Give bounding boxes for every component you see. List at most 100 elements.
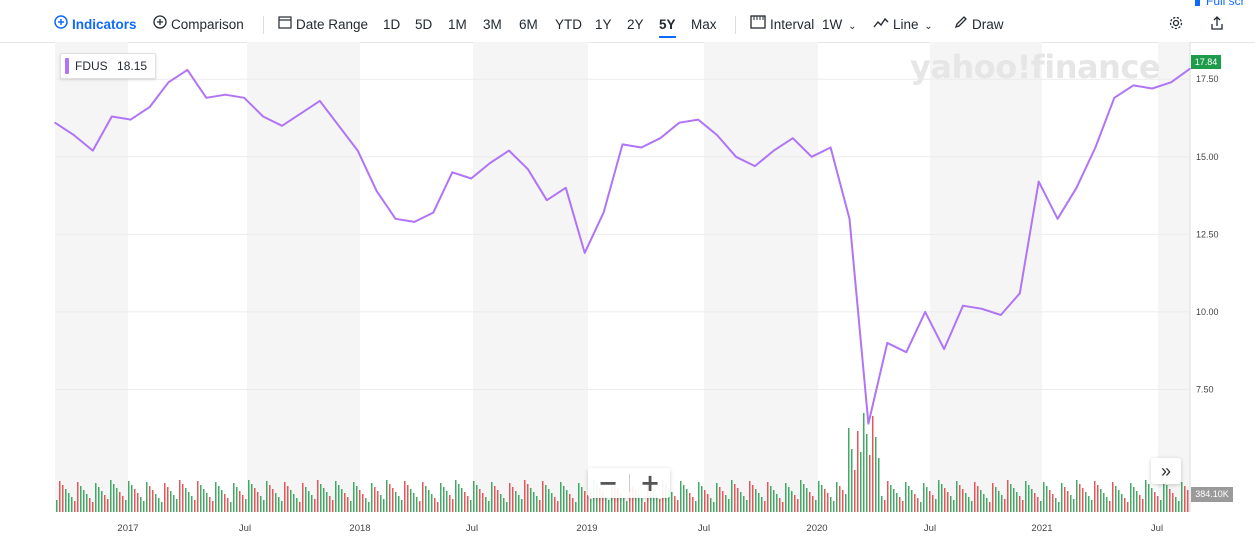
range-1y[interactable]: 1Y — [595, 17, 612, 32]
volume-bar — [263, 500, 265, 512]
range-5d[interactable]: 5D — [415, 17, 433, 32]
expand-range-button[interactable]: » — [1151, 458, 1181, 484]
volume-bar — [803, 484, 805, 512]
volume-bar — [392, 488, 394, 512]
volume-bar — [146, 482, 148, 512]
volume-bar — [815, 500, 817, 512]
volume-bar — [326, 492, 328, 512]
volume-bar — [578, 483, 580, 512]
volume-bar — [404, 481, 406, 512]
volume-bar — [1034, 493, 1036, 512]
volume-bar — [1076, 480, 1078, 512]
volume-bar — [584, 491, 586, 512]
price-point — [1151, 87, 1153, 90]
volume-bar — [1172, 493, 1174, 512]
volume-bar — [518, 495, 520, 512]
price-point — [583, 252, 586, 254]
zoom-out-button[interactable]: − — [588, 468, 628, 498]
volume-bar — [275, 493, 277, 512]
volume-bar — [1100, 489, 1102, 512]
volume-bar — [92, 502, 94, 512]
range-5y[interactable]: 5Y — [659, 14, 676, 38]
volume-bar — [737, 488, 739, 512]
volume-bar — [947, 492, 949, 512]
price-point — [546, 199, 548, 201]
volume-bar — [896, 493, 898, 512]
price-point — [1019, 292, 1021, 295]
zoom-in-button[interactable]: + — [630, 468, 670, 498]
price-point — [792, 137, 794, 139]
volume-bar — [800, 480, 802, 512]
volume-bar — [1004, 499, 1006, 512]
price-point — [565, 187, 567, 189]
volume-bar — [536, 496, 538, 512]
volume-bar — [350, 501, 352, 512]
comparison-button[interactable]: Comparison — [153, 14, 244, 36]
volume-bar — [173, 495, 175, 512]
volume-bar — [1007, 480, 1009, 512]
volume-bar — [383, 499, 385, 512]
volume-bar — [926, 487, 928, 512]
price-point — [413, 221, 416, 223]
volume-bar — [977, 486, 979, 512]
volume-bar — [308, 491, 310, 512]
chart-type-dropdown[interactable]: Line ⌄ — [873, 14, 933, 38]
volume-bar — [164, 483, 166, 512]
range-6m[interactable]: 6M — [519, 17, 538, 32]
volume-bar — [941, 484, 943, 512]
volume-bar — [101, 491, 103, 512]
range-ytd[interactable]: YTD — [555, 17, 582, 32]
date-range-label: Date Range — [296, 17, 369, 32]
share-button[interactable] — [1209, 15, 1225, 36]
volume-bar — [710, 498, 712, 512]
volume-bar — [488, 501, 490, 512]
volume-bar — [197, 481, 199, 512]
indicators-button[interactable]: Indicators — [54, 14, 137, 36]
volume-bar — [314, 499, 316, 512]
price-point — [697, 118, 699, 121]
draw-button[interactable]: Draw — [954, 14, 1004, 36]
range-1m[interactable]: 1M — [448, 17, 467, 32]
volume-bar — [974, 482, 976, 512]
volume-bar — [938, 480, 940, 512]
price-point — [1170, 81, 1172, 84]
price-chart[interactable]: 17.50 15.00 12.50 10.00 7.50 2017 Jul 2018 Jul 20… — [0, 42, 1255, 544]
legend-chip[interactable]: FDUS 18.15 — [60, 53, 157, 79]
x-tick-label: Jul — [239, 523, 251, 534]
volume-bar — [1169, 489, 1171, 512]
volume-bar — [1178, 501, 1180, 512]
volume-bar — [872, 416, 874, 512]
date-range-button[interactable]: Date Range — [278, 14, 368, 36]
volume-bar — [1058, 502, 1060, 512]
full-screen-icon — [1195, 0, 1200, 6]
volume-bar — [911, 490, 913, 512]
interval-dropdown[interactable]: Interval 1W ⌄ — [750, 14, 856, 38]
volume-bar — [1043, 482, 1045, 512]
volume-bar — [1025, 481, 1027, 512]
full-screen-link[interactable]: Full scr — [1195, 0, 1245, 8]
volume-bar — [794, 495, 796, 512]
volume-bar — [167, 487, 169, 512]
volume-bar — [236, 487, 238, 512]
range-max[interactable]: Max — [691, 17, 717, 32]
x-tick-label: Jul — [1151, 523, 1163, 534]
volume-bar — [788, 487, 790, 512]
volume-bar — [188, 492, 190, 512]
volume-bar — [98, 487, 100, 512]
volume-bar — [116, 488, 118, 512]
zoom-controls: − + — [588, 468, 670, 498]
price-point — [489, 162, 491, 164]
chevron-down-icon: ⌄ — [924, 21, 933, 32]
range-1d[interactable]: 1D — [383, 17, 401, 32]
price-point — [829, 146, 832, 149]
settings-button[interactable] — [1168, 15, 1184, 36]
volume-bar — [425, 486, 427, 512]
range-2y[interactable]: 2Y — [627, 17, 644, 32]
price-point — [394, 218, 397, 220]
range-3m[interactable]: 3M — [483, 17, 502, 32]
volume-bar — [836, 482, 838, 512]
volume-bar — [716, 483, 718, 512]
period-shade-band — [704, 42, 818, 512]
price-point — [243, 97, 245, 99]
volume-bar — [386, 480, 388, 512]
